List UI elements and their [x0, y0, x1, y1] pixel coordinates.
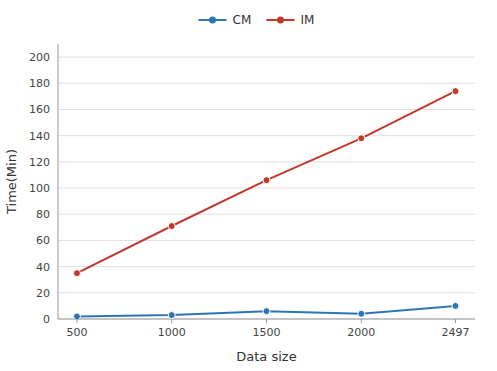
chart-container: 0 20 40 60 80 100 120 140 160 180 200 500 1000 1500 20… [0, 0, 497, 371]
x-tick [455, 319, 456, 323]
legend-marker [277, 17, 284, 24]
grid-line [58, 214, 475, 215]
grid-line [58, 161, 475, 162]
plot-data [73, 88, 459, 319]
point [358, 135, 365, 142]
grid-line [58, 266, 475, 267]
grid-line [58, 83, 475, 84]
x-tick-label: 2000 [347, 326, 375, 339]
x-tick [76, 319, 77, 323]
x-tick-label: 500 [66, 326, 87, 339]
y-tick-label: 160 [29, 103, 50, 116]
legend: CM IM [199, 13, 315, 27]
y-tick-label: 0 [43, 313, 50, 326]
point [168, 312, 175, 319]
y-tick-label: 100 [29, 182, 50, 195]
x-axis-label: Data size [236, 349, 296, 364]
point [168, 223, 175, 230]
grid-line [58, 57, 475, 58]
y-tick-label: 200 [29, 51, 50, 64]
grid-line [58, 240, 475, 241]
x-tick-label: 1000 [158, 326, 186, 339]
x-tick [361, 319, 362, 323]
point [263, 177, 270, 184]
point [358, 310, 365, 317]
grid-line [58, 135, 475, 136]
y-tick-label: 80 [36, 208, 50, 221]
y-tick-label: 140 [29, 130, 50, 143]
series-line [77, 306, 456, 316]
x-tick-label: 1500 [253, 326, 281, 339]
y-tick-label: 60 [36, 234, 50, 247]
grid-line [58, 292, 475, 293]
y-axis-label: Time(Min) [4, 149, 19, 215]
y-axis-line [58, 44, 59, 319]
y-tick-label: 180 [29, 77, 50, 90]
y-tick-label: 20 [36, 287, 50, 300]
legend-label: CM [233, 13, 252, 27]
x-tick [266, 319, 267, 323]
point [73, 313, 80, 319]
x-tick-label: 2497 [441, 326, 469, 339]
series-line [77, 91, 456, 273]
grid-line [58, 109, 475, 110]
chart-svg: 0 20 40 60 80 100 120 140 160 180 200 500 1000 1500 20… [0, 0, 497, 371]
grid [58, 57, 475, 319]
y-tick-label: 40 [36, 261, 50, 274]
legend-marker [209, 17, 216, 24]
point [73, 270, 80, 277]
legend-label: IM [301, 13, 315, 27]
x-tick [171, 319, 172, 323]
point [452, 88, 459, 95]
point [452, 302, 459, 309]
grid-line [58, 188, 475, 189]
y-tick-label: 120 [29, 156, 50, 169]
point [263, 308, 270, 315]
